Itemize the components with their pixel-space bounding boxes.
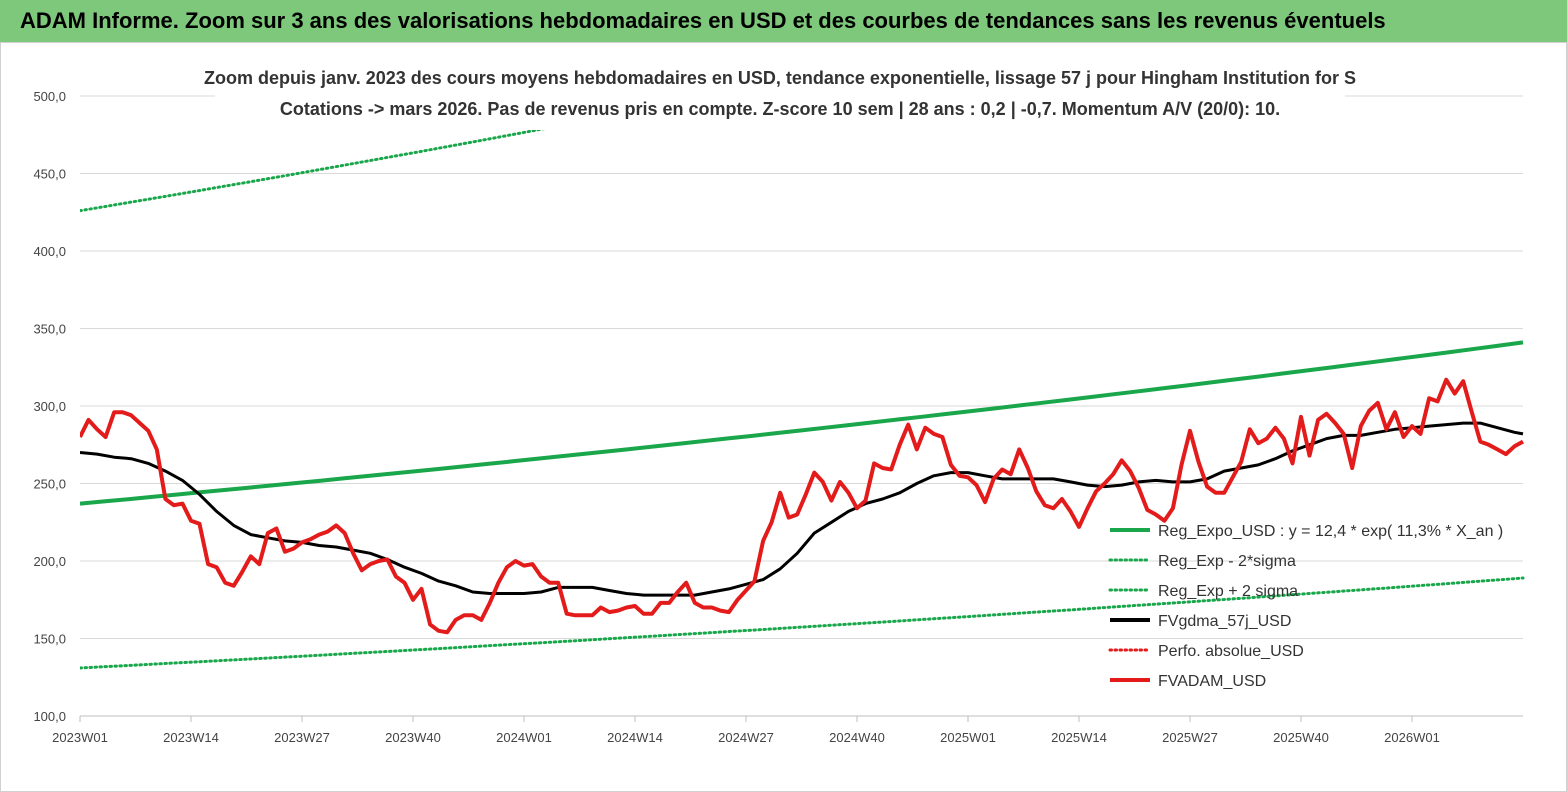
y-tick-label: 500,0 (33, 89, 66, 104)
legend-label-5: FVADAM_USD (1158, 673, 1266, 690)
series-line-0 (80, 340, 1524, 506)
x-tick-label: 2026W01 (1384, 730, 1440, 745)
legend-label-1: Reg_Exp - 2*sigma (1158, 553, 1296, 570)
x-tick-label: 2024W14 (607, 730, 663, 745)
x-tick-label: 2023W14 (163, 730, 219, 745)
y-tick-label: 350,0 (33, 322, 66, 337)
report-banner: ADAM Informe. Zoom sur 3 ans des valoris… (0, 0, 1567, 42)
series-line-5 (80, 377, 1524, 635)
x-tick-label: 2024W40 (829, 730, 885, 745)
x-tick-label: 2025W14 (1051, 730, 1107, 745)
legend-label-2: Reg_Exp + 2 sigma (1158, 583, 1298, 600)
x-tick-label: 2025W01 (940, 730, 996, 745)
report-title: ADAM Informe. Zoom sur 3 ans des valoris… (20, 8, 1386, 33)
x-tick-label: 2023W27 (274, 730, 330, 745)
y-tick-label: 100,0 (33, 709, 66, 724)
y-tick-label: 450,0 (33, 167, 66, 182)
y-tick-label: 200,0 (33, 554, 66, 569)
x-tick-label: 2023W40 (385, 730, 441, 745)
legend-label-3: FVgdma_57j_USD (1158, 613, 1291, 630)
legend-label-0: Reg_Expo_USD : y = 12,4 * exp( 11,3% * X… (1158, 523, 1503, 540)
y-tick-label: 150,0 (33, 632, 66, 647)
chart-subtitle-line2: Cotations -> mars 2026. Pas de revenus p… (280, 99, 1280, 119)
series-line-1 (80, 576, 1525, 670)
series-group (80, 94, 1525, 670)
subtitle-background (215, 60, 1345, 130)
y-tick-label: 250,0 (33, 477, 66, 492)
y-tick-label: 400,0 (33, 244, 66, 259)
x-tick-label: 2025W40 (1273, 730, 1329, 745)
legend-label-4: Perfo. absolue_USD (1158, 643, 1304, 660)
y-tick-label: 300,0 (33, 399, 66, 414)
x-tick-label: 2024W01 (496, 730, 552, 745)
chart-container: 100,0 150,0 200,0 250,0 300,0 350,0 400,0 450,0… (0, 42, 1567, 792)
series-line-2 (80, 94, 734, 213)
chart-subtitle-line1: Zoom depuis janv. 2023 des cours moyens … (204, 68, 1356, 88)
x-tick-label: 2025W27 (1162, 730, 1218, 745)
x-tick-label: 2024W27 (718, 730, 774, 745)
line-chart: 100,0 150,0 200,0 250,0 300,0 350,0 400,0 450,0… (0, 42, 1567, 792)
x-tick-label: 2023W01 (52, 730, 108, 745)
